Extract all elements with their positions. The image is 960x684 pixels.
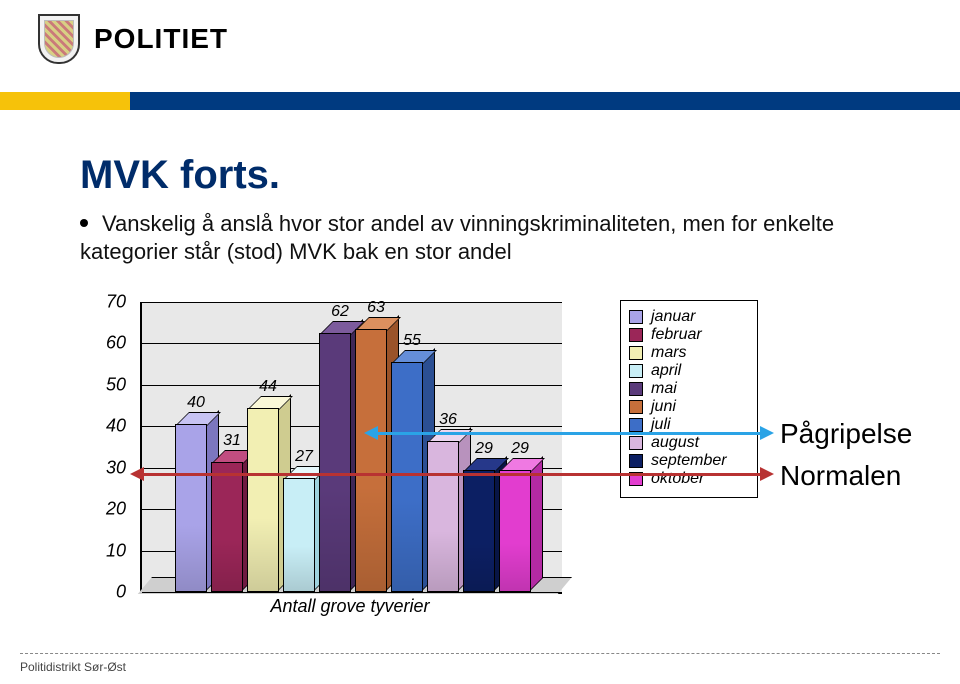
legend-item: mai xyxy=(629,381,749,397)
bar-value-label: 27 xyxy=(295,448,313,466)
legend-label: mars xyxy=(651,345,687,361)
legend-label: februar xyxy=(651,327,702,343)
bar-value-label: 55 xyxy=(403,332,421,350)
y-tick-label: 0 xyxy=(116,582,126,603)
arrow-head-icon xyxy=(130,467,144,481)
y-tick-label: 20 xyxy=(106,499,126,520)
legend-item: januar xyxy=(629,309,749,325)
x-axis-label: Antall grove tyverier xyxy=(140,596,560,617)
legend-swatch-icon xyxy=(629,328,643,342)
bar-value-label: 40 xyxy=(187,394,205,412)
legend-item: september xyxy=(629,453,749,469)
bar-chart: 010203040506070 40314427626355362929 Ant… xyxy=(100,300,570,630)
footer-rule xyxy=(20,653,940,654)
y-tick-label: 30 xyxy=(106,457,126,478)
slide-title: MVK forts. xyxy=(80,153,280,198)
footer-text: Politidistrikt Sør-Øst xyxy=(20,660,126,674)
arrow-line xyxy=(378,432,760,435)
legend-swatch-icon xyxy=(629,454,643,468)
politiet-logo: POLITIET xyxy=(38,14,228,64)
legend-swatch-icon xyxy=(629,418,643,432)
legend-item: februar xyxy=(629,327,749,343)
bullet-dot-icon xyxy=(80,219,88,227)
bar-value-label: 31 xyxy=(223,432,241,450)
arrow-head-icon xyxy=(364,426,378,440)
legend-item: juli xyxy=(629,417,749,433)
crest-icon xyxy=(38,14,80,64)
annotation-normalen: Normalen xyxy=(780,460,901,492)
y-axis-ticks: 010203040506070 xyxy=(100,300,132,630)
annotation-pagripelse: Pågripelse xyxy=(780,418,912,450)
legend-item: juni xyxy=(629,399,749,415)
gridline xyxy=(142,592,562,593)
bar-value-label: 63 xyxy=(367,299,385,317)
legend-swatch-icon xyxy=(629,346,643,360)
bullet-text-content: Vanskelig å anslå hvor stor andel av vin… xyxy=(80,211,834,264)
legend-swatch-icon xyxy=(629,364,643,378)
arrow-head-icon xyxy=(760,467,774,481)
legend-label: april xyxy=(651,363,681,379)
legend-swatch-icon xyxy=(629,436,643,450)
y-tick-label: 50 xyxy=(106,374,126,395)
brand-text: POLITIET xyxy=(94,23,228,55)
gridline xyxy=(142,302,562,303)
legend-item: mars xyxy=(629,345,749,361)
legend-label: januar xyxy=(651,309,695,325)
legend-item: april xyxy=(629,363,749,379)
legend-label: august xyxy=(651,435,699,451)
bar-value-label: 44 xyxy=(259,378,277,396)
legend-label: juli xyxy=(651,417,671,433)
bar-value-label: 36 xyxy=(439,411,457,429)
bullet-text: Vanskelig å anslå hvor stor andel av vin… xyxy=(80,210,840,265)
legend-label: mai xyxy=(651,381,677,397)
legend: januar februar mars april mai juni juli august s… xyxy=(620,300,758,498)
y-tick-label: 60 xyxy=(106,333,126,354)
legend-swatch-icon xyxy=(629,400,643,414)
legend-label: juni xyxy=(651,399,676,415)
y-tick-label: 10 xyxy=(106,540,126,561)
bar-oktober xyxy=(499,460,541,592)
legend-swatch-icon xyxy=(629,310,643,324)
y-tick-label: 70 xyxy=(106,292,126,313)
bar-value-label: 29 xyxy=(475,440,493,458)
plot-area: 40 31 44 27 62 63 55 36 29 29 xyxy=(140,302,562,594)
arrow-line xyxy=(144,473,760,476)
bar-value-label: 62 xyxy=(331,303,349,321)
legend-item: august xyxy=(629,435,749,451)
arrow-head-icon xyxy=(760,426,774,440)
legend-swatch-icon xyxy=(629,382,643,396)
legend-label: september xyxy=(651,453,727,469)
y-tick-label: 40 xyxy=(106,416,126,437)
header-stripe xyxy=(0,92,960,110)
bar-value-label: 29 xyxy=(511,440,529,458)
